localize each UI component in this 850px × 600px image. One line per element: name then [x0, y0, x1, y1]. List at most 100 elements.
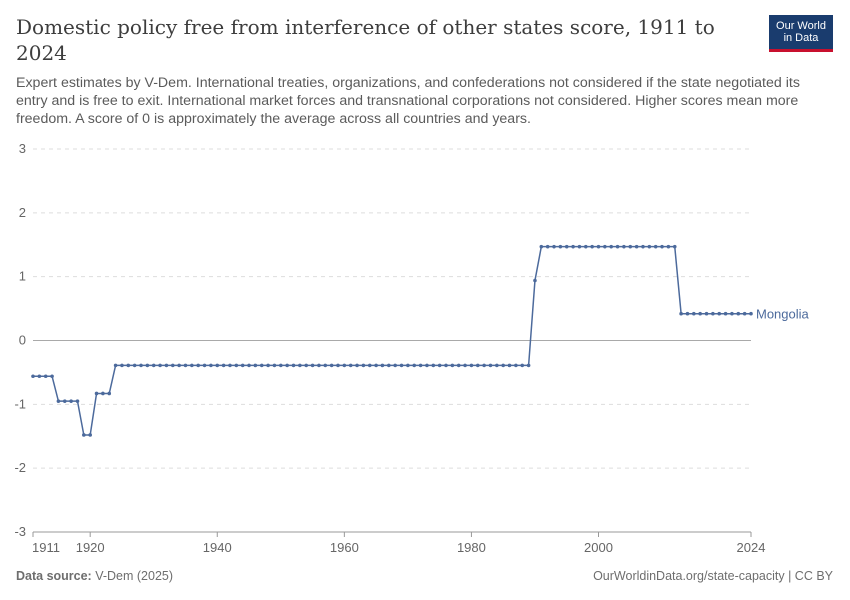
data-point: [520, 363, 525, 368]
data-point: [609, 244, 614, 249]
data-point: [717, 311, 722, 316]
data-point: [704, 311, 709, 316]
data-point: [380, 363, 385, 368]
data-point: [329, 363, 334, 368]
data-point: [374, 363, 378, 368]
data-point: [641, 244, 645, 249]
data-point: [437, 363, 442, 368]
y-tick-label: 0: [19, 333, 26, 348]
data-point: [50, 374, 54, 379]
data-point: [139, 363, 143, 368]
data-point: [82, 433, 86, 437]
data-point: [31, 374, 35, 379]
data-point: [736, 311, 741, 316]
data-point: [545, 244, 550, 249]
data-point: [336, 363, 340, 368]
data-point: [444, 363, 448, 368]
data-point: [552, 244, 556, 249]
data-point: [215, 363, 220, 368]
data-point: [177, 363, 181, 368]
data-point: [355, 363, 359, 368]
data-point: [666, 244, 671, 249]
data-point: [679, 311, 683, 316]
data-point: [698, 311, 702, 316]
data-point: [730, 311, 734, 316]
data-point: [183, 363, 188, 368]
data-point: [107, 391, 112, 396]
data-point: [653, 244, 658, 249]
data-point: [603, 244, 607, 249]
data-point: [723, 311, 728, 316]
chart-title: Domestic policy free from interference o…: [16, 15, 715, 65]
data-point: [126, 363, 131, 368]
data-source-value: V-Dem (2025): [95, 569, 174, 583]
data-point: [749, 311, 753, 316]
y-tick-label: -3: [14, 524, 26, 539]
data-point: [221, 363, 226, 368]
y-tick-label: -1: [14, 396, 26, 411]
y-tick-label: 2: [19, 205, 26, 220]
data-point: [647, 244, 652, 249]
data-point: [469, 363, 474, 368]
series-layer: Mongolia: [31, 244, 810, 437]
owid-logo[interactable]: Our World in Data: [769, 15, 833, 52]
data-point: [145, 363, 150, 368]
x-tick-label: 1911: [32, 540, 60, 555]
data-point: [615, 244, 620, 249]
data-point: [310, 363, 315, 368]
data-point: [660, 244, 664, 249]
data-point: [348, 363, 353, 368]
source-url-link[interactable]: OurWorldinData.org/state-capacity | CC B…: [593, 569, 833, 583]
data-point: [94, 391, 99, 396]
data-point: [482, 363, 486, 368]
x-tick-label: 2000: [584, 540, 613, 555]
data-point: [361, 363, 366, 368]
data-point: [279, 363, 283, 368]
data-point: [132, 363, 137, 368]
data-point: [418, 363, 423, 368]
data-point: [298, 363, 302, 368]
data-point: [564, 244, 569, 249]
x-tick-label: 1960: [330, 540, 359, 555]
data-point: [425, 363, 429, 368]
logo-line-2: in Data: [783, 32, 819, 44]
data-point: [190, 363, 194, 368]
y-tick-label: -2: [14, 460, 26, 475]
data-point: [367, 363, 372, 368]
data-point: [170, 363, 175, 368]
data-point: [43, 374, 48, 379]
data-point: [164, 363, 169, 368]
data-point: [285, 363, 289, 368]
data-point: [622, 244, 626, 249]
data-point: [240, 363, 245, 368]
data-point: [628, 244, 633, 249]
data-point: [88, 433, 92, 437]
data-point: [62, 399, 67, 403]
data-source-label: Data source:: [16, 569, 92, 583]
data-point: [539, 244, 544, 249]
data-point: [120, 363, 124, 368]
data-point: [253, 363, 258, 368]
data-point: [113, 363, 118, 368]
data-point: [56, 399, 61, 403]
data-point: [228, 363, 232, 368]
logo-line-1: Our World: [776, 20, 826, 32]
x-tick-label: 1940: [203, 540, 232, 555]
data-point: [488, 363, 493, 368]
data-point: [259, 363, 264, 368]
data-point: [711, 311, 715, 316]
data-point: [431, 363, 436, 368]
data-point: [533, 278, 537, 283]
data-point: [272, 363, 277, 368]
data-point: [672, 244, 677, 249]
y-tick-label: 3: [19, 141, 26, 156]
data-point: [526, 363, 531, 368]
data-point: [37, 374, 42, 379]
data-point: [209, 363, 213, 368]
data-point: [507, 363, 512, 368]
data-point: [151, 363, 156, 368]
data-point: [196, 363, 201, 368]
data-point: [75, 399, 80, 403]
axis-layer: 3 2 1 0 -1 -2 -3 1911 1920 1940 1960 1980 2000 2024: [14, 141, 765, 555]
